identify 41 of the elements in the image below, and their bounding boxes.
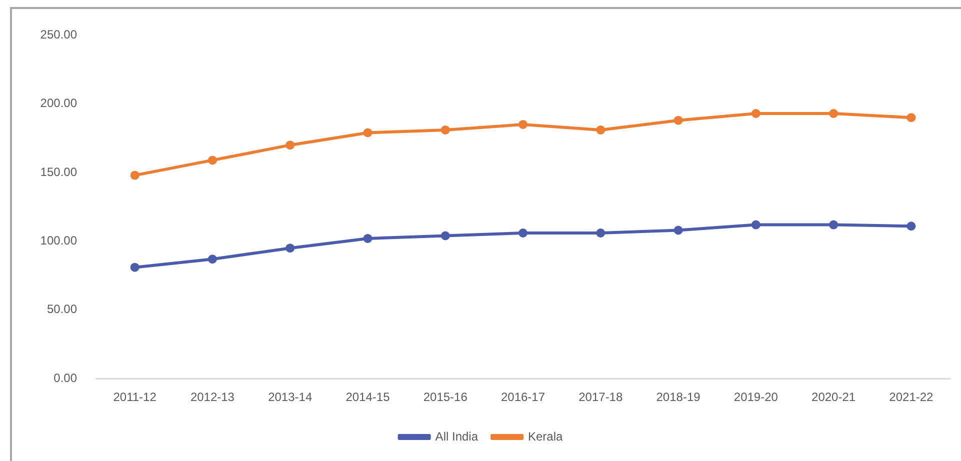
x-tick-label: 2012-13: [190, 390, 235, 404]
x-tick-label: 2021-22: [889, 390, 934, 404]
point: [596, 125, 606, 134]
x-tick-label: 2019-20: [734, 390, 778, 404]
point: [286, 244, 295, 253]
point: [829, 220, 838, 230]
point: [363, 234, 372, 243]
point: [674, 116, 683, 125]
y-tick-label: 150.00: [40, 164, 78, 179]
point: [518, 120, 528, 129]
point: [751, 220, 760, 230]
y-tick-label: 0.00: [54, 370, 78, 385]
point: [286, 140, 295, 150]
y-tick-label: 50.00: [46, 302, 78, 316]
x-tick-label: 2016-17: [500, 390, 546, 404]
legend-label: Kerala: [528, 429, 564, 444]
point: [596, 228, 606, 238]
x-tick-label: 2011-12: [113, 390, 157, 404]
point: [130, 170, 140, 180]
point: [906, 113, 916, 122]
point: [440, 231, 450, 240]
point: [906, 222, 916, 231]
point: [440, 125, 450, 134]
x-tick-label: 2018-19: [656, 390, 701, 404]
point: [518, 228, 528, 238]
point: [208, 156, 217, 165]
point: [674, 226, 683, 235]
x-tick-label: 2015-16: [423, 390, 468, 404]
x-tick-label: 2013-14: [268, 390, 312, 404]
y-tick-label: 250.00: [40, 28, 78, 42]
y-tick-label: 100.00: [40, 234, 78, 248]
point: [751, 108, 760, 118]
y-tick-label: 200.00: [40, 96, 78, 110]
x-tick-label: 2017-18: [578, 390, 623, 404]
point: [363, 128, 372, 138]
x-tick-label: 2014-15: [346, 390, 390, 404]
point: [130, 262, 140, 272]
legend-label: All India: [435, 429, 478, 444]
point: [829, 108, 838, 118]
x-tick-label: 2020-21: [812, 390, 856, 404]
point: [208, 254, 217, 264]
